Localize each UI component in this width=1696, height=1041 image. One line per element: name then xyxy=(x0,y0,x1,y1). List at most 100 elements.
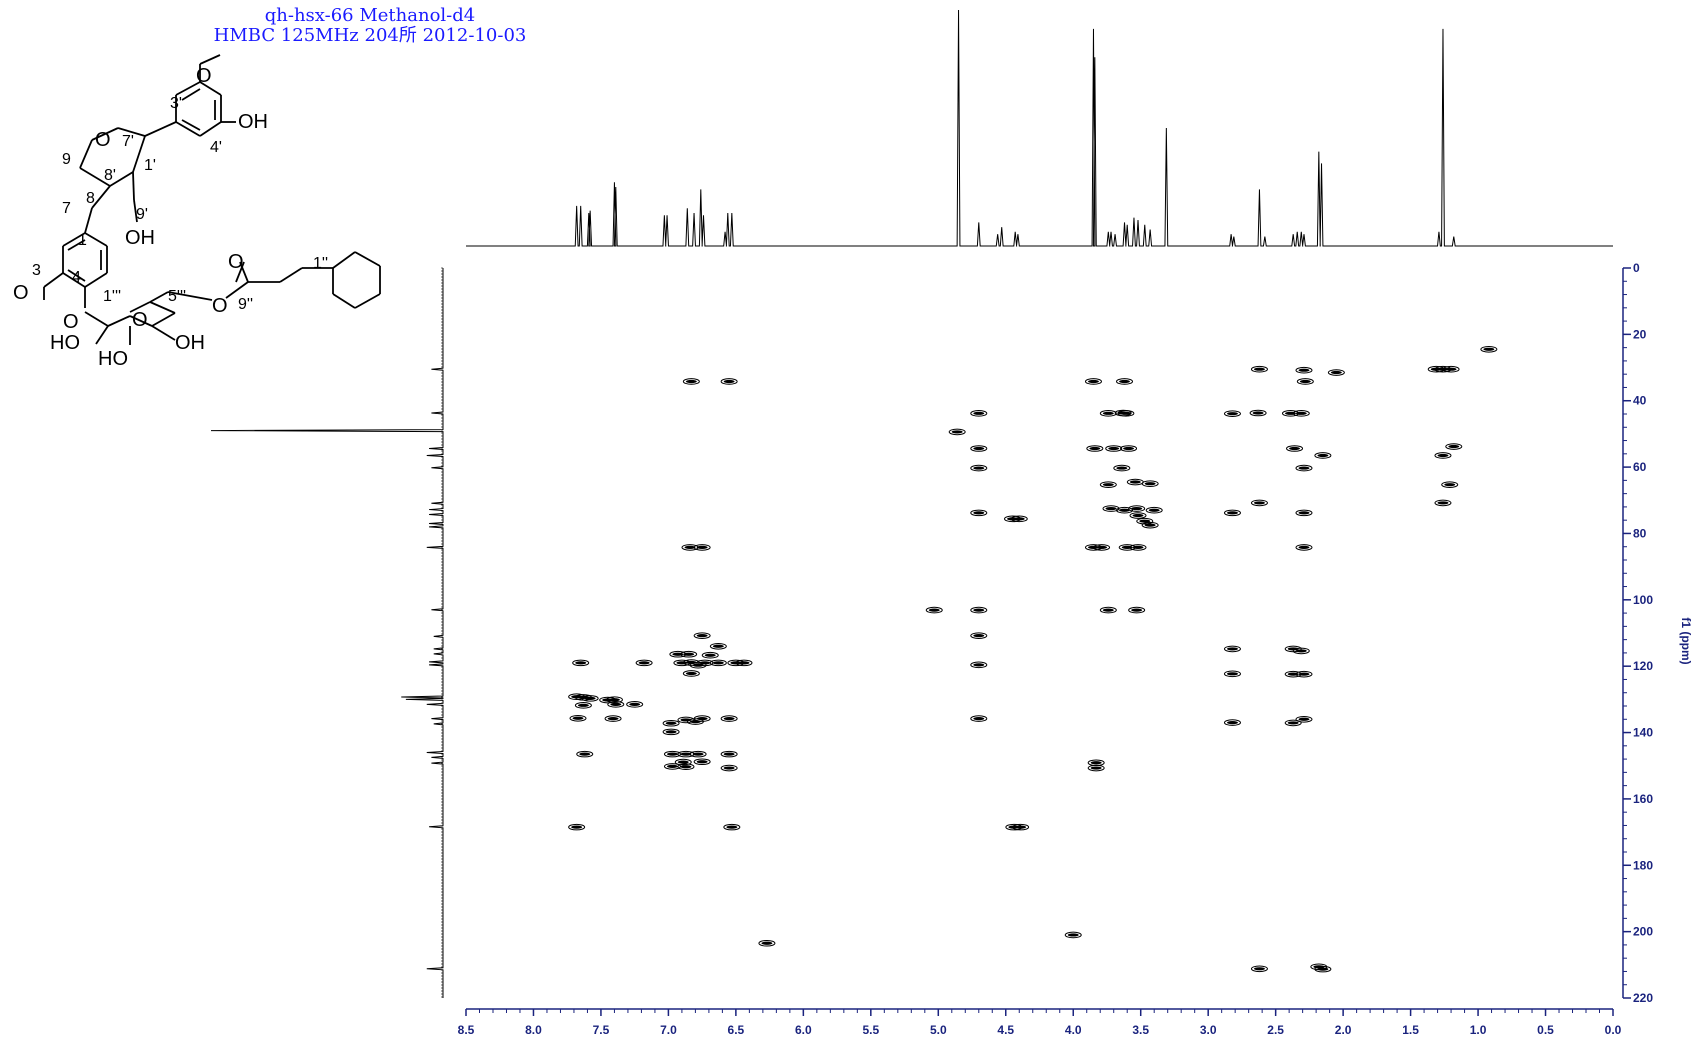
bond xyxy=(354,293,381,309)
cross-peak xyxy=(970,606,988,614)
cross-peak-core xyxy=(1437,453,1449,458)
cross-peak-core xyxy=(680,765,692,769)
cross-peak-contour xyxy=(1105,445,1123,452)
cross-peak-contour xyxy=(1445,443,1463,450)
cross-peak-contour xyxy=(709,642,727,650)
y-tick-label: 0 xyxy=(1633,261,1640,275)
cross-peak xyxy=(1145,506,1163,514)
cross-peak xyxy=(1099,606,1117,614)
cross-peak-contour xyxy=(970,606,988,614)
y-axis: 0 20 40 60 80 100 120 140 160 180 200 220 f1 (ppm) xyxy=(1622,261,1693,1005)
x-tick-label: 8.0 xyxy=(525,1023,542,1037)
bond xyxy=(144,121,177,137)
cross-peak-core xyxy=(1132,513,1144,518)
cross-peak-core xyxy=(1287,721,1299,725)
cross-peak-core xyxy=(1117,411,1129,415)
cross-peak xyxy=(1327,369,1345,376)
cross-peak xyxy=(1087,759,1105,767)
cross-peak-contour xyxy=(970,661,988,669)
structure-label: 1 xyxy=(78,232,87,249)
cross-peak-contour xyxy=(970,509,988,517)
cross-peak xyxy=(701,651,719,659)
cross-peak-contour xyxy=(970,632,988,639)
cross-peak-core xyxy=(712,644,724,648)
cross-peak xyxy=(1295,509,1313,517)
cross-peak-contour xyxy=(689,750,707,758)
cross-peak xyxy=(709,642,727,650)
cross-peak-contour xyxy=(1129,512,1147,519)
cross-peak-contour xyxy=(1136,517,1154,525)
bond xyxy=(199,121,222,137)
cross-peak xyxy=(677,763,695,771)
bond xyxy=(133,199,138,223)
cross-peak-contour xyxy=(720,715,738,722)
cross-peak-contour xyxy=(1120,445,1138,452)
y-tick-label: 100 xyxy=(1633,593,1653,607)
cross-peak-contour xyxy=(1441,481,1459,488)
cross-peak-contour xyxy=(693,544,711,551)
cross-peak xyxy=(572,659,590,667)
cross-peak-contour xyxy=(1128,505,1146,512)
cross-peak xyxy=(696,659,714,667)
cross-peak-core xyxy=(928,608,940,612)
cross-peak-core xyxy=(723,766,735,770)
x-tick-label: 8.5 xyxy=(458,1023,475,1037)
cross-peak-core xyxy=(696,634,708,638)
cross-peak-contour xyxy=(1116,506,1134,514)
cross-peak-core xyxy=(1444,483,1456,487)
cross-peak-core xyxy=(1096,545,1108,549)
cross-peak xyxy=(723,823,741,831)
cross-peak-core xyxy=(1148,508,1160,512)
y-tick-label: 20 xyxy=(1633,327,1647,341)
x-tick-label: 4.0 xyxy=(1065,1023,1082,1037)
cross-peak-contour xyxy=(572,659,590,667)
cross-peak xyxy=(1295,544,1313,551)
bond xyxy=(132,171,135,201)
cross-peak-core xyxy=(1445,367,1457,371)
cross-peaks xyxy=(568,345,1498,973)
cross-peak-contour xyxy=(607,701,625,708)
cross-peak-contour xyxy=(1145,506,1163,514)
cross-peak xyxy=(662,719,680,727)
cross-peak-core xyxy=(666,752,678,756)
cross-peak-contour xyxy=(1128,606,1146,614)
cross-peak-contour xyxy=(723,823,741,831)
cross-peak xyxy=(673,659,691,667)
bond xyxy=(95,325,109,345)
cross-peak-core xyxy=(1123,446,1135,451)
cross-peak xyxy=(663,763,681,770)
bond xyxy=(175,121,201,137)
cross-peak xyxy=(682,670,700,677)
cross-peak-contour xyxy=(1295,715,1313,723)
cross-peak xyxy=(569,714,587,722)
bond xyxy=(117,127,146,137)
cross-peak-core xyxy=(1102,608,1114,612)
cross-peak-core xyxy=(665,721,677,725)
x-tick-label: 6.0 xyxy=(795,1023,812,1037)
cross-peak-core xyxy=(761,941,773,945)
cross-peak xyxy=(1286,445,1304,452)
cross-peak xyxy=(1087,764,1105,772)
structure-label: 1' xyxy=(144,157,156,174)
cross-peak xyxy=(720,715,738,722)
cross-peak-core xyxy=(1087,379,1099,384)
cross-peak-core xyxy=(1105,506,1117,511)
y-tick-label: 40 xyxy=(1633,394,1647,408)
cross-peak-core xyxy=(696,717,708,721)
cross-peak-core xyxy=(1289,446,1301,451)
bond xyxy=(84,207,93,234)
cross-peak xyxy=(1292,410,1310,417)
x-tick-label: 5.5 xyxy=(862,1023,879,1037)
bond xyxy=(167,291,213,301)
cross-peak-core xyxy=(692,663,704,667)
cross-peak-contour xyxy=(677,716,695,724)
cross-peak-contour xyxy=(581,695,599,702)
cross-peak xyxy=(1129,544,1147,551)
cross-peak-contour xyxy=(1099,481,1117,488)
bond xyxy=(84,311,109,327)
structure-label: 9 xyxy=(62,151,71,168)
cross-peak-contour xyxy=(1129,544,1147,551)
cross-peak xyxy=(720,378,738,385)
cross-peak-contour xyxy=(574,702,592,709)
cross-peak-core xyxy=(1298,466,1310,470)
